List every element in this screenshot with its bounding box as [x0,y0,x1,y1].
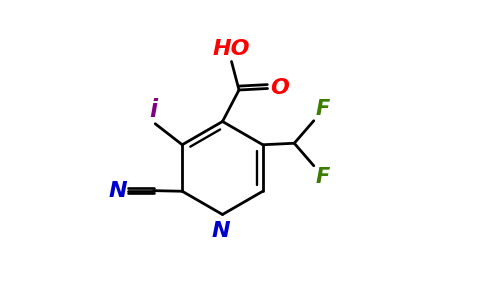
Text: N: N [108,181,127,201]
Text: HO: HO [213,39,250,59]
Text: N: N [212,221,230,241]
Text: i: i [150,98,158,122]
Text: F: F [315,99,330,119]
Text: F: F [315,167,330,187]
Text: O: O [270,78,289,98]
